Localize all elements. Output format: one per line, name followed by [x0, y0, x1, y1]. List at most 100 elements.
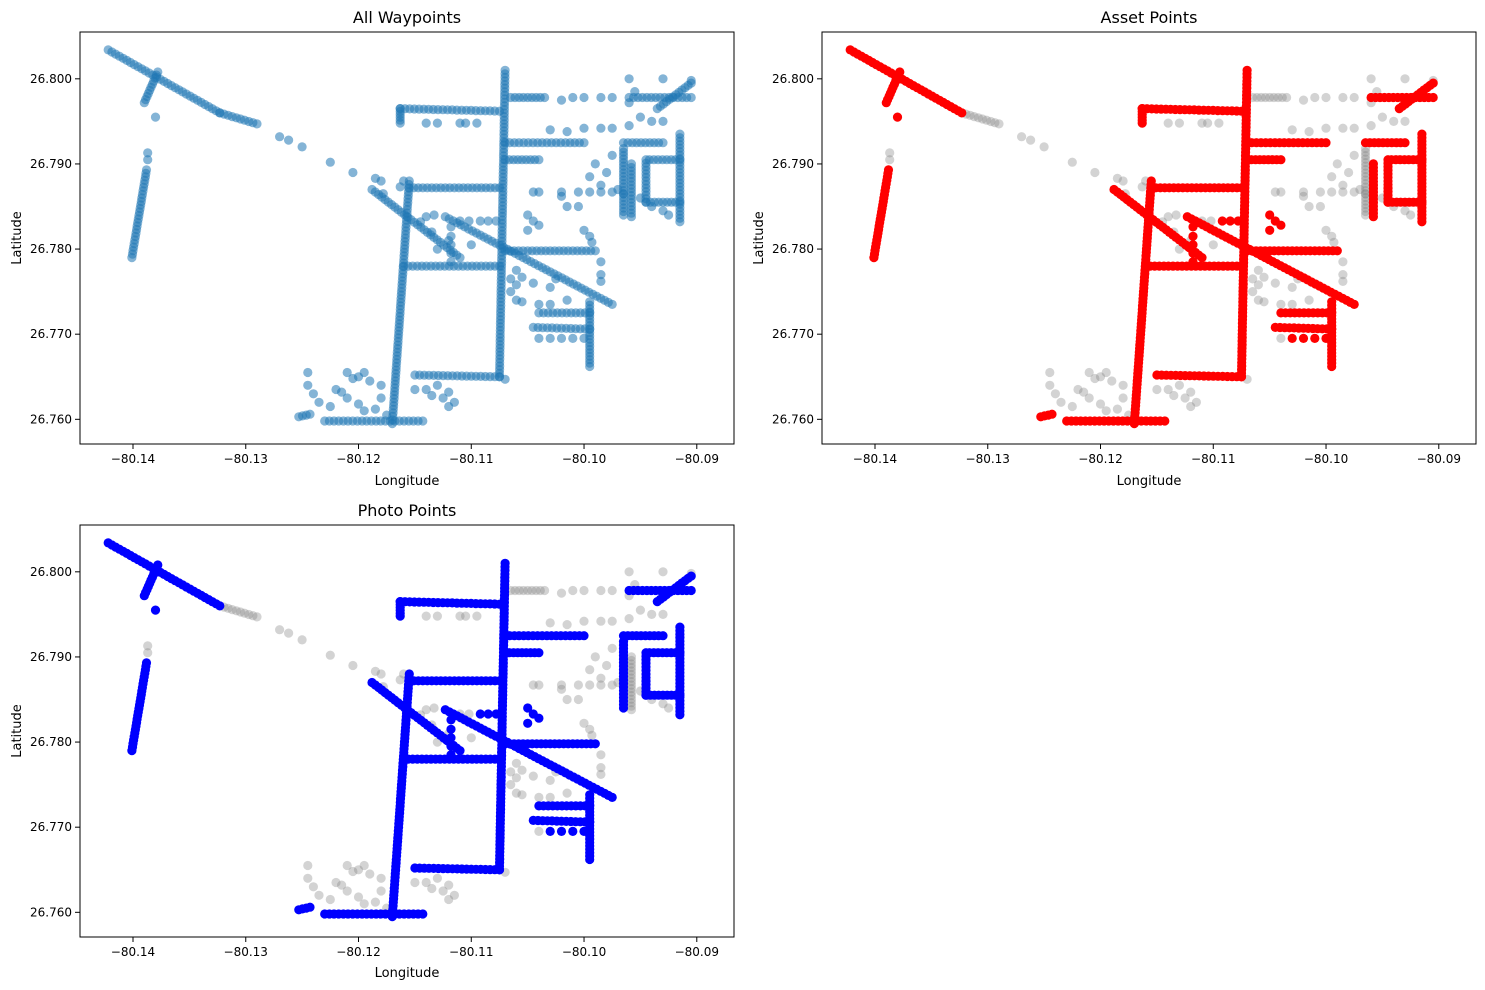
scatter-point-background [1253, 265, 1263, 275]
scatter-point-background [528, 680, 538, 690]
scatter-point [624, 74, 634, 84]
scatter-point [596, 270, 606, 280]
scatter-point [1160, 416, 1170, 426]
scatter-point [675, 690, 685, 700]
y-tick-label: 26.800 [772, 72, 814, 86]
y-tick-label: 26.770 [30, 820, 72, 834]
scatter-point-background [1360, 175, 1371, 185]
scatter-point [325, 157, 335, 167]
scatter-point [602, 167, 612, 178]
scatter-point [1321, 138, 1331, 148]
y-tick-label: 26.800 [30, 72, 72, 86]
scatter-point-background [626, 655, 637, 666]
scatter-point [585, 172, 595, 182]
scatter-point [590, 246, 600, 256]
scatter-point-background [885, 148, 895, 158]
scatter-point-background [1203, 118, 1213, 128]
scatter-point-background [635, 605, 646, 615]
scatter-point-background [1287, 282, 1297, 292]
scatter-point-background [626, 669, 637, 680]
scatter-point [1287, 333, 1297, 343]
scatter-point-background [370, 897, 380, 907]
scatter-point-background [1163, 118, 1173, 128]
scatter-point-background [1248, 287, 1258, 297]
y-tick-label: 26.760 [772, 412, 814, 426]
x-tick-label: −80.14 [111, 945, 155, 959]
scatter-point-background [303, 860, 313, 871]
scatter-point-background [596, 769, 606, 780]
scatter-point-background [248, 611, 258, 621]
scatter-point [399, 176, 409, 186]
scatter-point-background [1400, 116, 1410, 126]
y-tick-label: 26.780 [30, 735, 72, 749]
scatter-point-background [556, 680, 567, 690]
scatter-point [444, 236, 454, 246]
scatter-point [568, 333, 578, 343]
scatter-point [444, 387, 454, 397]
panel-all-waypoints: All Waypoints Longitude Latitude −80.14 −… [10, 8, 735, 489]
scatter-point [1276, 220, 1286, 230]
scatter-point [551, 274, 561, 284]
scatter-point-background [1171, 210, 1181, 220]
y-tick-label: 26.780 [772, 242, 814, 256]
scatter-point-background [325, 650, 335, 660]
scatter-point [1242, 65, 1252, 75]
scatter-point [1321, 333, 1331, 343]
scatter-point [607, 150, 617, 160]
scatter-point-background [1344, 167, 1354, 178]
scatter-point [342, 393, 352, 403]
scatter-point [427, 227, 437, 237]
scatter-point-background [506, 780, 516, 790]
scatter-point [675, 197, 685, 207]
scatter-point [1137, 118, 1147, 128]
scatter-point [427, 390, 437, 401]
scatter-point-background [1360, 172, 1371, 182]
scatter-point [624, 98, 634, 108]
scatter-point-background [1338, 187, 1348, 197]
scatter-point-background [472, 611, 482, 621]
scatter-point-background [1287, 299, 1297, 309]
scatter-point [556, 333, 567, 343]
scatter-point-background [626, 673, 637, 683]
scatter-point [618, 210, 629, 220]
scatter-point-background [1276, 187, 1286, 197]
scatter-point [635, 112, 646, 122]
scatter-point [378, 189, 388, 199]
scatter-point [523, 718, 533, 728]
scatter-point-background [647, 609, 657, 620]
scatter-point-background [1349, 92, 1359, 103]
scatter-point-background [1349, 150, 1359, 160]
x-tick-label: −80.09 [675, 452, 719, 466]
scatter-point-background [602, 660, 612, 671]
scatter-point-background [1329, 237, 1339, 247]
scatter-points [103, 538, 696, 922]
scatter-point [596, 92, 606, 103]
scatter-point [1383, 197, 1393, 207]
scatter-point-background [1400, 206, 1410, 216]
scatter-point [432, 244, 442, 254]
scatter-point-background [244, 609, 254, 620]
scatter-point-background [1366, 121, 1376, 131]
scatter-point-background [1360, 182, 1371, 192]
scatter-point [297, 142, 307, 152]
scatter-point [475, 709, 485, 719]
scatter-point-background [1056, 397, 1066, 407]
y-tick-label: 26.790 [30, 650, 72, 664]
scatter-point [596, 180, 606, 190]
scatter-point-background [1315, 187, 1325, 197]
y-tick-label: 26.770 [772, 327, 814, 341]
scatter-point [534, 713, 544, 723]
scatter-point-background [506, 767, 516, 777]
scatter-point-background [534, 826, 544, 837]
scatter-point-background [1360, 158, 1371, 168]
scatter-point [342, 367, 352, 378]
scatter-point [252, 119, 262, 129]
scatter-point-background [365, 869, 375, 879]
scatter-point-background [1277, 92, 1287, 103]
x-tick-label: −80.11 [449, 452, 493, 466]
scatter-point [658, 116, 668, 126]
scatter-point [506, 274, 516, 284]
scatter-point-background [626, 694, 637, 704]
scatter-point [556, 95, 567, 105]
scatter-point-background [573, 680, 584, 690]
